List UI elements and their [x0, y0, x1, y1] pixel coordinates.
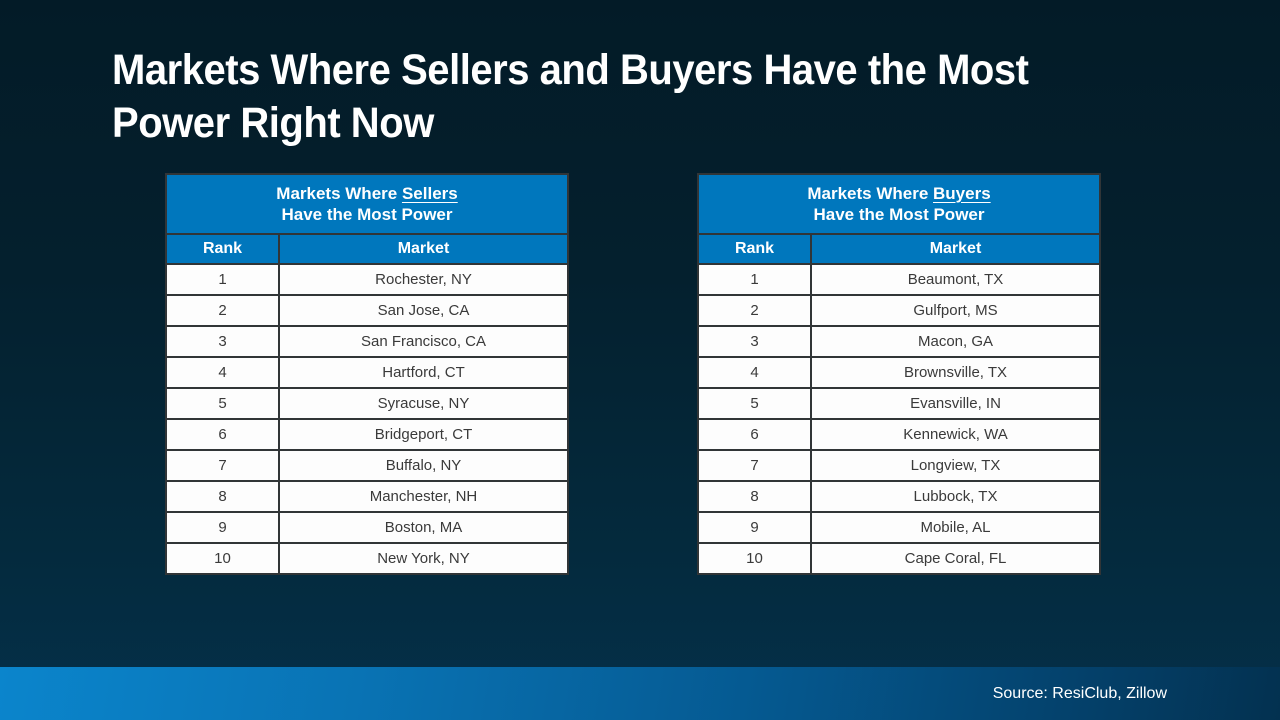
rank-cell: 10 — [697, 542, 812, 575]
sellers-table-title: Markets Where Sellers Have the Most Powe… — [165, 173, 569, 235]
rank-cell: 2 — [165, 294, 280, 327]
market-cell: Brownsville, TX — [810, 356, 1101, 389]
market-cell: Boston, MA — [278, 511, 569, 544]
rank-cell: 3 — [165, 325, 280, 358]
market-cell: Bridgeport, CT — [278, 418, 569, 451]
market-cell: Lubbock, TX — [810, 480, 1101, 513]
sellers-title-line2: Have the Most Power — [281, 205, 453, 224]
market-cell: San Francisco, CA — [278, 325, 569, 358]
market-cell: Macon, GA — [810, 325, 1101, 358]
source-attribution: Source: ResiClub, Zillow — [992, 684, 1167, 702]
table-row: 4 Brownsville, TX — [697, 356, 1101, 389]
table-row: 6 Bridgeport, CT — [165, 418, 569, 451]
market-cell: Buffalo, NY — [278, 449, 569, 482]
rank-cell: 10 — [165, 542, 280, 575]
table-row: 2 Gulfport, MS — [697, 294, 1101, 327]
table-row: 6 Kennewick, WA — [697, 418, 1101, 451]
sellers-title-prefix: Markets Where — [276, 184, 398, 203]
table-row: 10 Cape Coral, FL — [697, 542, 1101, 575]
table-row: 4 Hartford, CT — [165, 356, 569, 389]
table-row: 2 San Jose, CA — [165, 294, 569, 327]
market-cell: Evansville, IN — [810, 387, 1101, 420]
table-row: 8 Manchester, NH — [165, 480, 569, 513]
rank-cell: 4 — [165, 356, 280, 389]
buyers-title-keyword: Buyers — [933, 184, 991, 203]
table-row: 5 Evansville, IN — [697, 387, 1101, 420]
market-cell: Syracuse, NY — [278, 387, 569, 420]
market-cell: New York, NY — [278, 542, 569, 575]
market-cell: Manchester, NH — [278, 480, 569, 513]
buyers-table: Markets Where Buyers Have the Most Power… — [697, 173, 1101, 575]
slide-title: Markets Where Sellers and Buyers Have th… — [112, 44, 1029, 150]
rank-cell: 6 — [165, 418, 280, 451]
market-cell: Kennewick, WA — [810, 418, 1101, 451]
table-row: 1 Rochester, NY — [165, 263, 569, 296]
buyers-title-line2: Have the Most Power — [813, 205, 985, 224]
rank-cell: 4 — [697, 356, 812, 389]
rank-cell: 8 — [697, 480, 812, 513]
rank-cell: 3 — [697, 325, 812, 358]
buyers-table-grid: Markets Where Buyers Have the Most Power… — [697, 173, 1101, 575]
table-row: 1 Beaumont, TX — [697, 263, 1101, 296]
market-cell: Longview, TX — [810, 449, 1101, 482]
market-cell: Cape Coral, FL — [810, 542, 1101, 575]
table-row: 10 New York, NY — [165, 542, 569, 575]
buyers-title-prefix: Markets Where — [807, 184, 929, 203]
slide-title-line1: Markets Where Sellers and Buyers Have th… — [112, 46, 1029, 94]
rank-cell: 9 — [165, 511, 280, 544]
source-bar: Source: ResiClub, Zillow — [0, 667, 1280, 720]
table-row: 7 Buffalo, NY — [165, 449, 569, 482]
table-row: 7 Longview, TX — [697, 449, 1101, 482]
buyers-table-title: Markets Where Buyers Have the Most Power — [697, 173, 1101, 235]
buyers-rank-column-header: Rank — [697, 233, 812, 265]
market-cell: Hartford, CT — [278, 356, 569, 389]
market-cell: San Jose, CA — [278, 294, 569, 327]
table-row: 8 Lubbock, TX — [697, 480, 1101, 513]
slide-title-line2: Power Right Now — [112, 99, 434, 147]
rank-cell: 8 — [165, 480, 280, 513]
sellers-market-column-header: Market — [278, 233, 569, 265]
sellers-rank-column-header: Rank — [165, 233, 280, 265]
market-cell: Beaumont, TX — [810, 263, 1101, 296]
table-row: 3 San Francisco, CA — [165, 325, 569, 358]
rank-cell: 7 — [697, 449, 812, 482]
sellers-table: Markets Where Sellers Have the Most Powe… — [165, 173, 569, 575]
market-cell: Rochester, NY — [278, 263, 569, 296]
market-cell: Gulfport, MS — [810, 294, 1101, 327]
table-row: 9 Mobile, AL — [697, 511, 1101, 544]
market-cell: Mobile, AL — [810, 511, 1101, 544]
table-row: 5 Syracuse, NY — [165, 387, 569, 420]
rank-cell: 1 — [165, 263, 280, 296]
rank-cell: 1 — [697, 263, 812, 296]
table-row: 9 Boston, MA — [165, 511, 569, 544]
rank-cell: 6 — [697, 418, 812, 451]
sellers-title-keyword: Sellers — [401, 184, 458, 203]
rank-cell: 7 — [165, 449, 280, 482]
rank-cell: 9 — [697, 511, 812, 544]
rank-cell: 5 — [165, 387, 280, 420]
rank-cell: 5 — [697, 387, 812, 420]
rank-cell: 2 — [697, 294, 812, 327]
table-row: 3 Macon, GA — [697, 325, 1101, 358]
sellers-table-grid: Markets Where Sellers Have the Most Powe… — [165, 173, 569, 575]
buyers-market-column-header: Market — [810, 233, 1101, 265]
